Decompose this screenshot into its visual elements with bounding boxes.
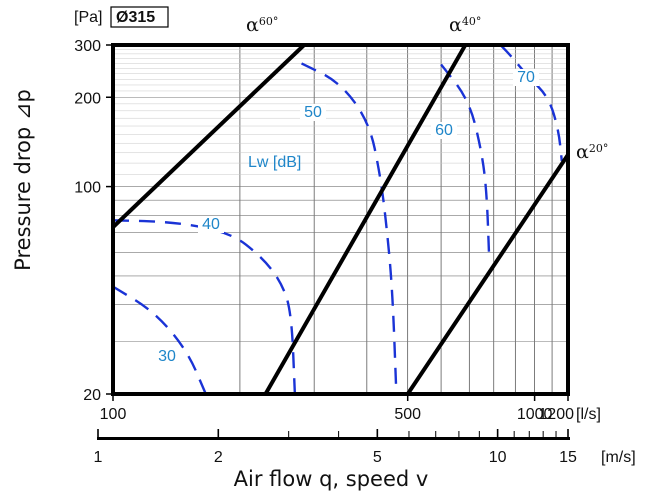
diameter-box xyxy=(110,6,169,28)
plot-frame xyxy=(111,43,570,396)
x-tick-label-1200: 1200 xyxy=(538,406,574,423)
sound-curve-label-bg-70 xyxy=(513,69,539,86)
alpha-label-3: α20° xyxy=(576,141,608,163)
sound-curve-label-bg-30 xyxy=(154,348,180,365)
sound-curve-label-bg-50 xyxy=(300,104,326,121)
sound-curve-label-bg-40 xyxy=(198,216,224,233)
sound-curve-label-60: 60 xyxy=(435,122,453,139)
alpha-label-1: α60° xyxy=(246,14,278,36)
angle-line-3 xyxy=(406,153,570,396)
sound-curve-50 xyxy=(301,62,398,395)
speed-tick-label-15: 15 xyxy=(559,449,577,466)
sound-curve-label-70: 70 xyxy=(517,69,535,86)
x-unit-label: [l/s] xyxy=(576,406,601,423)
angle-lines xyxy=(111,43,570,396)
sound-curve-70 xyxy=(499,44,563,162)
sound-curve-40 xyxy=(112,219,297,395)
speed-tick-label-10: 10 xyxy=(489,449,507,466)
y-tick-label-200: 200 xyxy=(74,90,101,107)
y-unit-label: [Pa] xyxy=(74,9,102,26)
speed-unit-label: [m/s] xyxy=(601,449,636,466)
x-axis-title: Air flow q, speed v xyxy=(234,467,429,491)
y-axis-title: Pressure drop ⊿p xyxy=(11,89,35,271)
sound-curve-label-bg-60 xyxy=(431,122,457,139)
sound-curve-30 xyxy=(112,285,207,395)
speed-tick-label-2: 2 xyxy=(214,449,223,466)
y-tick-label-300: 300 xyxy=(74,38,101,55)
sound-curve-60 xyxy=(440,63,491,257)
alpha-label-2: α40° xyxy=(449,14,481,36)
minor-gridlines xyxy=(113,45,568,394)
y-tick-label-100: 100 xyxy=(74,180,101,197)
speed-axis-ticks: 1 2 5 10 15 xyxy=(94,429,577,466)
x-tick-label-100: 100 xyxy=(100,406,127,423)
sound-curve-label-50: 50 xyxy=(304,104,322,121)
sound-power-label: Lw [dB] xyxy=(248,154,301,171)
sound-level-curves: 30 40 50 60 70 xyxy=(112,44,563,395)
speed-tick-label-5: 5 xyxy=(373,449,382,466)
chart-labels: α60° α40° α20° xyxy=(246,14,608,163)
diameter-label: Ø315 xyxy=(116,9,155,26)
x-tick-label-500: 500 xyxy=(394,406,421,423)
angle-line-2 xyxy=(263,44,468,395)
sound-curve-label-30: 30 xyxy=(158,348,176,365)
sound-curve-label-40: 40 xyxy=(202,216,220,233)
speed-axis-bar xyxy=(97,437,570,440)
speed-tick-label-1: 1 xyxy=(94,449,103,466)
x-tick-label-1000: 1000 xyxy=(517,406,553,423)
y-tick-label-20: 20 xyxy=(83,387,101,404)
angle-line-1 xyxy=(111,43,306,229)
